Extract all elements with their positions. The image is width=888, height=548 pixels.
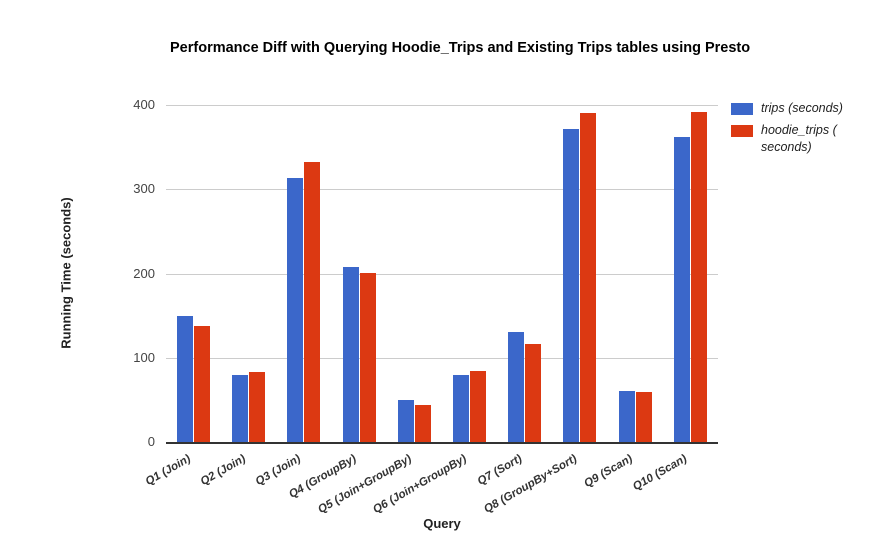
bar [304,162,321,442]
x-tick-label: Q2 (Join) [198,452,248,489]
legend-swatch [731,103,753,115]
x-tick-label: Q9 (Scan) [581,452,635,491]
bar [359,272,376,442]
bar [414,404,431,442]
legend-item: hoodie_trips ( seconds) [731,122,881,156]
bar [563,129,580,442]
bar [470,371,487,442]
bar [453,374,470,442]
bar [194,325,211,442]
gridline [166,105,718,106]
x-tick-label: Q1 (Join) [143,452,193,489]
y-tick-label: 200 [133,265,155,281]
x-tick-label: Q7 (Sort) [475,452,524,488]
x-tick-label: Q8 (GroupBy+Sort) [481,452,579,516]
y-tick-label: 100 [133,349,155,365]
legend-label: trips (seconds) [761,101,843,115]
bar [508,332,525,442]
bar-group [663,105,718,442]
bar [690,111,707,442]
bar-group [442,105,497,442]
x-axis-tick-labels: Q1 (Join) Q2 (Join) Q3 (Join) Q4 (GroupBy) Q… [143,444,718,517]
bar-group [332,105,387,442]
gridline [166,273,718,275]
x-axis-title: Query [423,516,461,531]
bar [618,390,635,442]
bar-group [387,105,442,442]
chart-title: Performance Diff with Querying Hoodie_Tr… [170,40,751,56]
bar [177,315,194,442]
x-tick-label: Q6 (Join+GroupBy) [371,452,469,517]
bar [635,392,652,442]
bar-group [608,105,663,442]
x-tick-label: Q3 (Join) [253,452,303,489]
bar [397,399,414,442]
bar-group [221,105,276,442]
gridline [166,189,718,191]
bar [232,374,249,442]
plot-area [166,105,718,444]
y-tick-label: 400 [133,97,155,112]
y-axis-tick-labels: 0 100 200 300 400 [0,97,155,449]
bar [580,113,597,442]
bar-group [497,105,552,442]
bar [673,137,690,442]
legend: trips (seconds) hoodie_trips ( seconds) [731,100,881,161]
x-tick-label: Q5 (Join+GroupBy) [315,452,414,517]
bar-group [276,105,331,442]
bar [342,266,359,442]
legend-item: trips (seconds) [731,100,881,117]
bar-group [166,105,221,442]
legend-swatch [731,125,753,137]
bar [287,178,304,442]
y-tick-label: 0 [147,434,155,449]
legend-label: hoodie_trips ( seconds) [761,123,837,154]
x-tick-label: Q10 (Scan) [631,452,690,494]
bar-group [552,105,607,442]
gridline [166,357,718,359]
bar [249,372,266,442]
bar [525,344,542,442]
y-tick-label: 300 [133,181,155,197]
